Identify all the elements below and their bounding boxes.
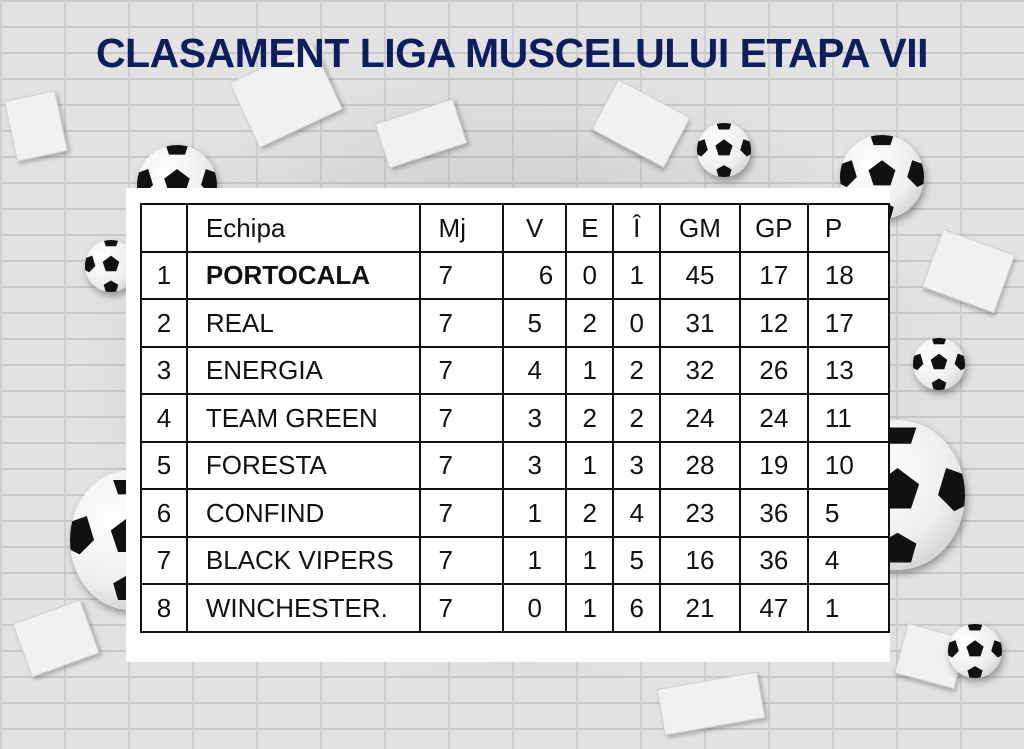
row-goals-against: 17 bbox=[738, 250, 809, 300]
soccer-ball-icon bbox=[697, 123, 751, 177]
row-matches: 7 bbox=[418, 488, 505, 538]
row-matches: 7 bbox=[418, 535, 505, 585]
row-position: 6 bbox=[140, 488, 188, 538]
row-draws: 2 bbox=[565, 393, 615, 443]
row-draws: 1 bbox=[565, 345, 615, 395]
row-position: 5 bbox=[140, 440, 188, 490]
table-row: 4 TEAM GREEN 7 3 2 2 24 24 11 bbox=[140, 393, 891, 443]
row-goals-against: 12 bbox=[738, 298, 809, 348]
row-draws: 0 bbox=[565, 250, 615, 300]
soccer-ball-icon bbox=[913, 338, 965, 390]
row-points: 17 bbox=[806, 298, 891, 348]
row-points: 11 bbox=[806, 393, 891, 443]
row-wins: 0 bbox=[502, 583, 568, 633]
table-row: 1 PORTOCALA 7 6 0 1 45 17 18 bbox=[140, 250, 891, 300]
header-matches: Mj bbox=[418, 203, 505, 253]
header-position bbox=[140, 203, 188, 253]
row-goals-against: 47 bbox=[738, 583, 809, 633]
row-matches: 7 bbox=[418, 393, 505, 443]
row-wins: 5 bbox=[502, 298, 568, 348]
row-wins: 6 bbox=[502, 250, 568, 300]
row-goals-for: 23 bbox=[659, 488, 741, 538]
row-goals-against: 36 bbox=[738, 535, 809, 585]
soccer-ball-icon bbox=[948, 624, 1002, 678]
row-wins: 1 bbox=[502, 488, 568, 538]
row-position: 7 bbox=[140, 535, 188, 585]
row-matches: 7 bbox=[418, 583, 505, 633]
row-matches: 7 bbox=[418, 250, 505, 300]
standings-table: Echipa Mj V E Î GM GP P 1 PORTOCALA 7 6 … bbox=[140, 203, 891, 633]
row-losses: 6 bbox=[612, 583, 662, 633]
row-team: REAL bbox=[185, 298, 421, 348]
table-row: 8 WINCHESTER. 7 0 1 6 21 47 1 bbox=[140, 583, 891, 633]
standings-panel: Echipa Mj V E Î GM GP P 1 PORTOCALA 7 6 … bbox=[126, 188, 891, 662]
row-team: BLACK VIPERS bbox=[185, 535, 421, 585]
row-draws: 2 bbox=[565, 298, 615, 348]
row-team: WINCHESTER. bbox=[185, 583, 421, 633]
row-wins: 3 bbox=[502, 440, 568, 490]
header-wins: V bbox=[502, 203, 568, 253]
row-points: 4 bbox=[806, 535, 891, 585]
row-points: 1 bbox=[806, 583, 891, 633]
header-losses: Î bbox=[612, 203, 662, 253]
row-goals-for: 24 bbox=[659, 393, 741, 443]
header-goals-for: GM bbox=[659, 203, 741, 253]
row-team: PORTOCALA bbox=[185, 250, 421, 300]
table-row: 6 CONFIND 7 1 2 4 23 36 5 bbox=[140, 488, 891, 538]
row-points: 10 bbox=[806, 440, 891, 490]
row-position: 3 bbox=[140, 345, 188, 395]
row-wins: 1 bbox=[502, 535, 568, 585]
row-losses: 4 bbox=[612, 488, 662, 538]
row-position: 2 bbox=[140, 298, 188, 348]
row-points: 13 bbox=[806, 345, 891, 395]
row-team: CONFIND bbox=[185, 488, 421, 538]
row-matches: 7 bbox=[418, 345, 505, 395]
row-losses: 0 bbox=[612, 298, 662, 348]
row-matches: 7 bbox=[418, 440, 505, 490]
row-matches: 7 bbox=[418, 298, 505, 348]
row-wins: 3 bbox=[502, 393, 568, 443]
header-draws: E bbox=[565, 203, 615, 253]
row-draws: 1 bbox=[565, 440, 615, 490]
row-goals-for: 31 bbox=[659, 298, 741, 348]
header-goals-against: GP bbox=[738, 203, 809, 253]
table-row: 7 BLACK VIPERS 7 1 1 5 16 36 4 bbox=[140, 535, 891, 585]
row-losses: 2 bbox=[612, 345, 662, 395]
row-goals-against: 24 bbox=[738, 393, 809, 443]
row-points: 18 bbox=[806, 250, 891, 300]
row-position: 8 bbox=[140, 583, 188, 633]
row-losses: 3 bbox=[612, 440, 662, 490]
row-goals-for: 32 bbox=[659, 345, 741, 395]
row-team: ENERGIA bbox=[185, 345, 421, 395]
row-wins: 4 bbox=[502, 345, 568, 395]
row-team: FORESTA bbox=[185, 440, 421, 490]
header-team: Echipa bbox=[185, 203, 421, 253]
row-goals-against: 19 bbox=[738, 440, 809, 490]
row-goals-against: 26 bbox=[738, 345, 809, 395]
page-title: CLASAMENT LIGA MUSCELULUI ETAPA VII bbox=[95, 30, 929, 76]
row-goals-against: 36 bbox=[738, 488, 809, 538]
row-points: 5 bbox=[806, 488, 891, 538]
row-position: 1 bbox=[140, 250, 188, 300]
row-losses: 2 bbox=[612, 393, 662, 443]
table-row: 5 FORESTA 7 3 1 3 28 19 10 bbox=[140, 440, 891, 490]
row-losses: 5 bbox=[612, 535, 662, 585]
row-goals-for: 28 bbox=[659, 440, 741, 490]
row-team: TEAM GREEN bbox=[185, 393, 421, 443]
row-losses: 1 bbox=[612, 250, 662, 300]
row-goals-for: 16 bbox=[659, 535, 741, 585]
header-points: P bbox=[806, 203, 891, 253]
row-draws: 2 bbox=[565, 488, 615, 538]
table-header-row: Echipa Mj V E Î GM GP P bbox=[140, 203, 891, 253]
row-draws: 1 bbox=[565, 583, 615, 633]
row-position: 4 bbox=[140, 393, 188, 443]
row-draws: 1 bbox=[565, 535, 615, 585]
table-row: 3 ENERGIA 7 4 1 2 32 26 13 bbox=[140, 345, 891, 395]
row-goals-for: 21 bbox=[659, 583, 741, 633]
row-goals-for: 45 bbox=[659, 250, 741, 300]
table-row: 2 REAL 7 5 2 0 31 12 17 bbox=[140, 298, 891, 348]
